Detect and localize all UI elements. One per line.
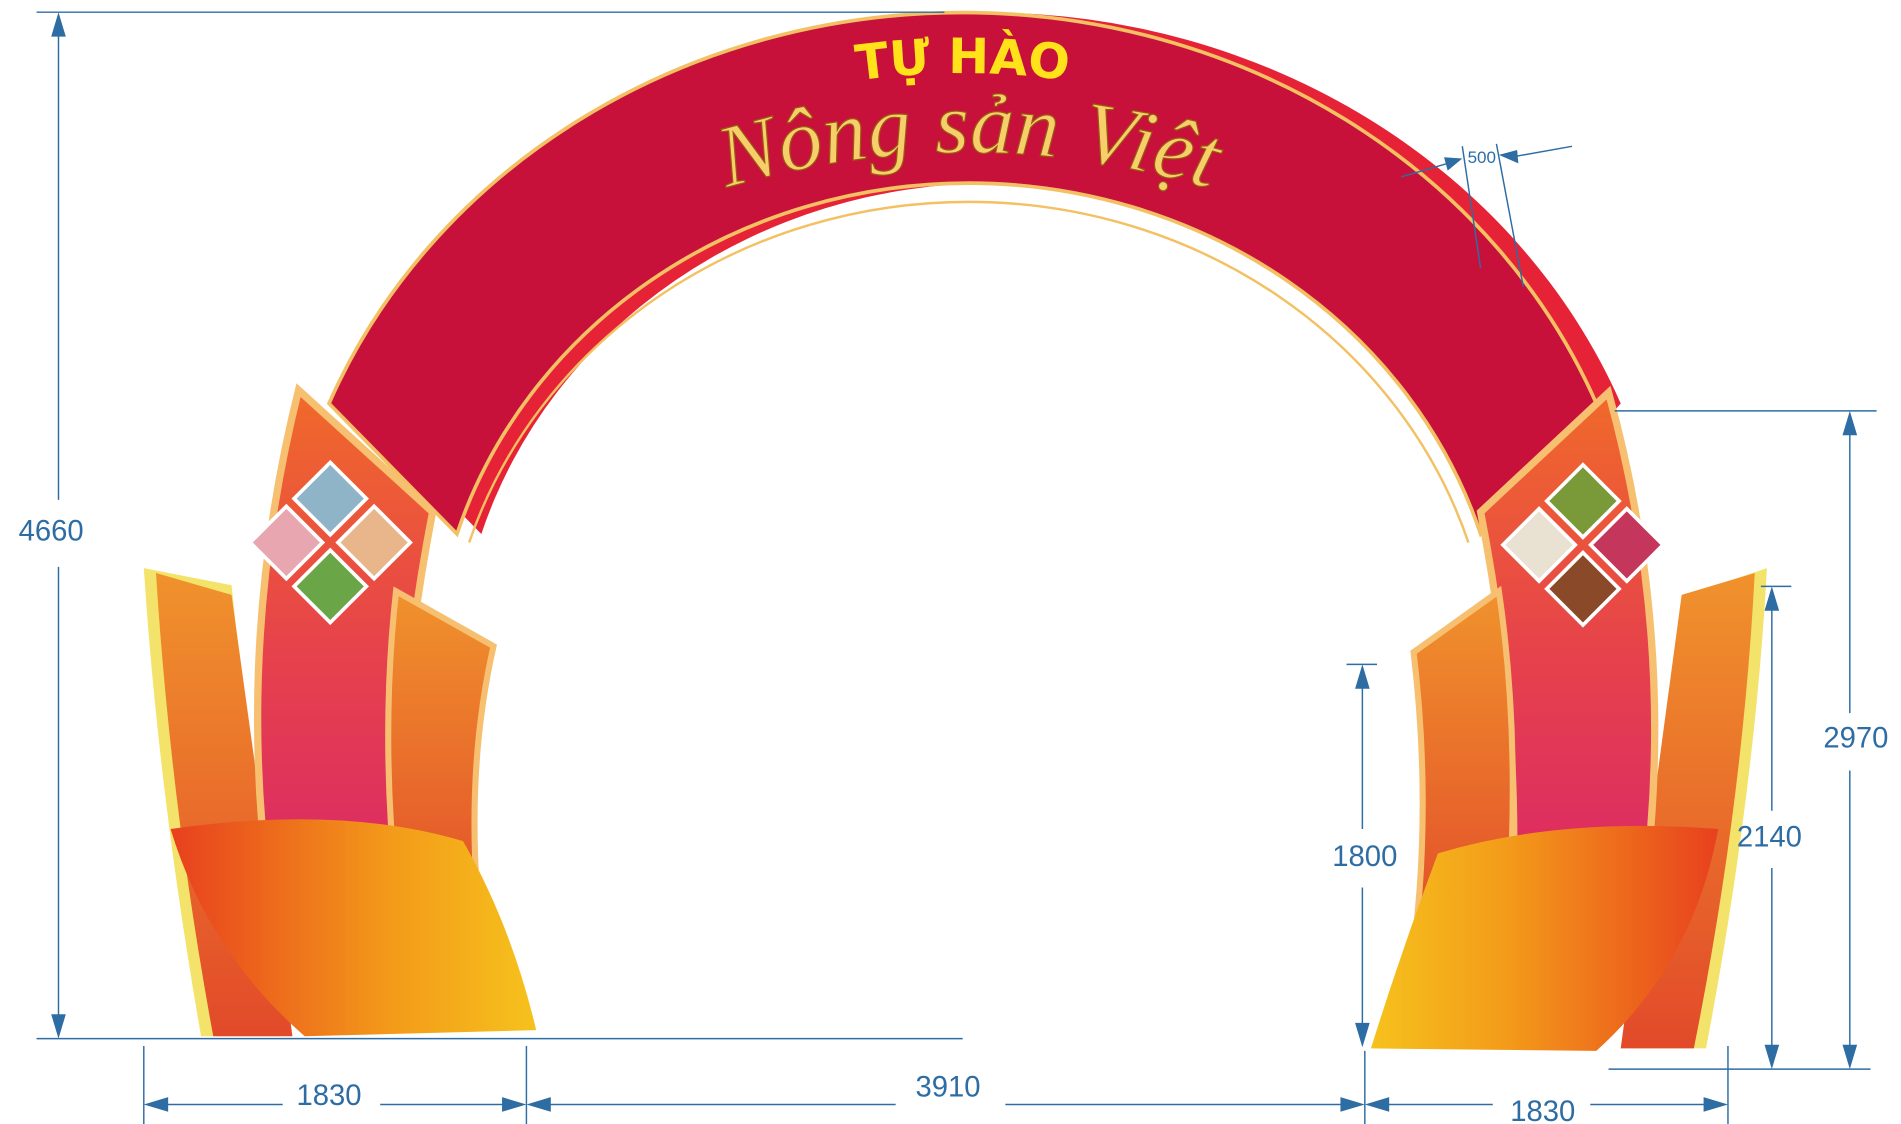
dimension-label: 500 [1468, 148, 1496, 167]
left-pillar [143, 383, 537, 1037]
dimension-label: 3910 [916, 1071, 981, 1103]
dimension-label: 4660 [19, 515, 84, 547]
dimension-label: 1830 [1510, 1096, 1575, 1124]
dimension-label: 2970 [1823, 723, 1888, 755]
right-pillar [1370, 385, 1767, 1051]
dimension-label: 2140 [1737, 821, 1802, 853]
dimension-label: 1800 [1332, 841, 1397, 873]
food-images [247, 459, 413, 626]
produce-images [1500, 462, 1666, 628]
dimension-lines [36, 11, 1877, 1124]
dimension-label: 1830 [296, 1080, 361, 1112]
